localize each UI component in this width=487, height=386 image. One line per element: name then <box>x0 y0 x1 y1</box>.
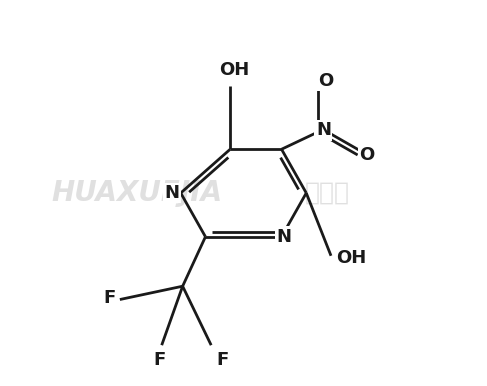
Text: HUAXUEJIA: HUAXUEJIA <box>52 179 223 207</box>
Text: OH: OH <box>336 249 366 267</box>
Text: N: N <box>276 228 291 246</box>
Text: O: O <box>359 146 375 164</box>
Text: OH: OH <box>219 61 249 80</box>
Text: N: N <box>165 184 180 202</box>
Text: O: O <box>318 72 333 90</box>
Text: F: F <box>103 290 115 307</box>
Text: 化学加: 化学加 <box>305 181 350 205</box>
Text: F: F <box>154 350 166 369</box>
Text: F: F <box>216 350 229 369</box>
Text: N: N <box>316 121 331 139</box>
